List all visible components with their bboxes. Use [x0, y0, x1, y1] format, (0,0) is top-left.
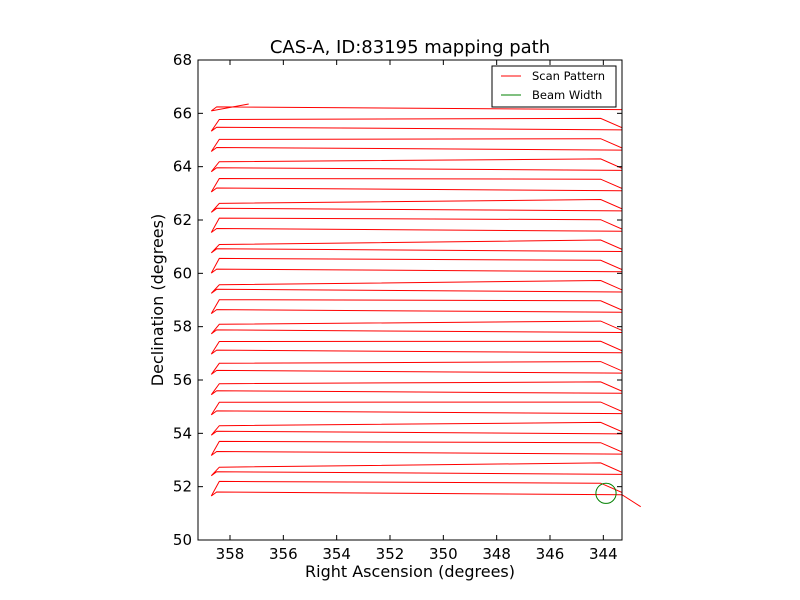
plot-frame [197, 59, 623, 541]
y-tick-label: 58 [173, 318, 192, 336]
y-tick-label: 60 [173, 264, 192, 282]
x-tick-label: 344 [589, 545, 618, 563]
y-tick-label: 52 [173, 478, 192, 496]
y-tick-label: 54 [173, 424, 192, 442]
legend-beam-width-label: Beam Width [532, 88, 602, 102]
y-tick-label: 64 [173, 158, 192, 176]
x-tick-label: 352 [376, 545, 405, 563]
scan-pattern-path [210, 103, 641, 508]
legend-box [491, 65, 617, 108]
beam-width-circle [595, 482, 617, 504]
legend: Scan Pattern Beam Width [491, 65, 617, 108]
y-tick-label: 56 [173, 371, 192, 389]
x-axis-label: Right Ascension (degrees) [305, 562, 515, 581]
x-tick-label: 350 [429, 545, 458, 563]
y-tick-label: 68 [173, 51, 192, 69]
y-axis-label: Declination (degrees) [148, 214, 167, 386]
x-axis-ticks: 358 356 354 352 350 348 346 344 [216, 60, 618, 563]
x-tick-label: 348 [482, 545, 511, 563]
plot-content [210, 103, 641, 508]
x-tick-label: 354 [322, 545, 351, 563]
y-tick-label: 50 [173, 531, 192, 549]
chart-title: CAS-A, ID:83195 mapping path [270, 37, 550, 58]
y-axis-ticks: 50 52 54 56 58 60 62 64 66 68 [173, 51, 622, 549]
y-tick-label: 66 [173, 104, 192, 122]
x-tick-label: 346 [536, 545, 565, 563]
y-tick-label: 62 [173, 211, 192, 229]
x-tick-label: 358 [216, 545, 245, 563]
x-tick-label: 356 [269, 545, 298, 563]
legend-scan-pattern-label: Scan Pattern [532, 69, 605, 83]
